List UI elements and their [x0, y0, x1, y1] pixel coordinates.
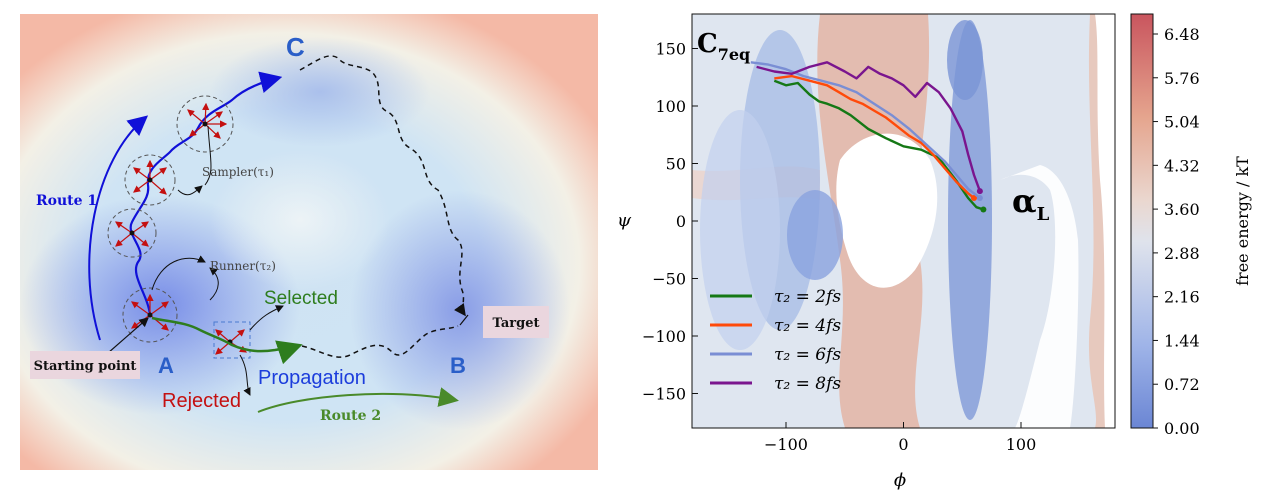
x-tick-label-2: 100	[1006, 435, 1037, 454]
dashed-path-c-to-b	[299, 55, 466, 317]
selected-label: Selected	[264, 288, 338, 309]
legend-label-2: τ₂ = 4fs	[774, 316, 841, 336]
legend-label-4: τ₂ = 8fs	[774, 374, 841, 394]
colorbar-tick-label-2: 1.44	[1164, 331, 1200, 350]
colorbar-label: free energy / kT	[1233, 156, 1252, 286]
sampler-circle-2	[124, 154, 176, 206]
runner-callout-2	[209, 267, 219, 301]
c7eq-annotation: C7eq	[697, 29, 750, 64]
c7eq-annotation-text: C	[697, 29, 718, 59]
x-tick-label-1: 0	[898, 435, 908, 454]
colorbar-tick-label-7: 5.04	[1164, 113, 1200, 132]
y-tick-label-0: −150	[642, 385, 686, 404]
selected-callout	[249, 305, 284, 331]
colorbar-tick-label-3: 2.16	[1164, 288, 1200, 307]
runner-callout	[151, 255, 206, 291]
barrier-hill	[210, 150, 390, 290]
state-c-label: C	[286, 32, 305, 62]
target-box	[483, 306, 549, 338]
route1-label: Route 1	[36, 193, 97, 209]
sampler-square	[213, 321, 251, 359]
trajectory-end-point-3	[976, 195, 983, 201]
trajectory-series-2	[774, 74, 975, 199]
runner-label: Runner(τ₂)	[210, 259, 276, 273]
colorbar	[1130, 13, 1154, 429]
basin-c	[210, 37, 430, 147]
sampler-callout-arrow	[177, 185, 203, 196]
legend-label-3: τ₂ = 6fs	[774, 345, 841, 365]
alpha-l-annotation: αL	[1012, 182, 1050, 225]
alpha-l-annotation-text: α	[1012, 182, 1037, 220]
target-arrow	[459, 314, 469, 326]
y-tick-label-2: −50	[652, 270, 686, 289]
y-tick-label-3: 0	[676, 212, 686, 231]
starting-point-label: Starting point	[34, 359, 137, 374]
trajectory-series-4	[756, 61, 982, 192]
propagation-label: Propagation	[258, 367, 366, 389]
colorbar-tick-label-9: 6.48	[1164, 25, 1200, 44]
colorbar-tick-label-0: 0.00	[1164, 419, 1200, 438]
x-tick-label-0: −100	[764, 435, 808, 454]
trajectory-end-point-1	[980, 206, 987, 213]
sampler-circle-1	[176, 95, 234, 153]
state-a-label: A	[158, 353, 174, 378]
selected-propagation-arrow	[151, 316, 303, 365]
trajectory-series-3	[750, 61, 981, 199]
sampler-label: Sampler(τ₁)	[202, 165, 274, 179]
y-axis-label: ψ	[617, 210, 632, 231]
colorbar-tick-label-6: 4.32	[1164, 156, 1200, 175]
trajectory-end-point-4	[976, 188, 983, 195]
y-tick-label-6: 150	[655, 40, 686, 59]
sampling-trajectory	[129, 71, 283, 316]
starting-point-box	[30, 351, 140, 379]
chart-legend: τ₂ = 2fs τ₂ = 4fs τ₂ = 6fs τ₂ = 8fs	[710, 287, 841, 394]
colorbar-tick-label-8: 5.76	[1164, 69, 1200, 88]
sampler-callout	[204, 125, 212, 186]
alpha-l-annotation-sub: L	[1037, 204, 1050, 225]
colorbar-tick-label-5: 3.60	[1164, 200, 1200, 219]
route1-arrow	[88, 115, 149, 341]
route2-label: Route 2	[320, 408, 381, 424]
colorbar-tick-label-4: 2.88	[1164, 244, 1200, 263]
dashed-path-to-b	[301, 325, 459, 358]
state-b-label: B	[450, 353, 466, 378]
c7eq-annotation-sub: 7eq	[718, 45, 751, 64]
x-axis-label: ϕ	[894, 470, 906, 491]
sampler-circle-3	[107, 208, 157, 258]
enhanced-sampling-diagram: Route 1 C	[20, 14, 598, 470]
rejected-callout	[239, 354, 251, 396]
colorbar-tick-label-1: 0.72	[1164, 375, 1200, 394]
route2-arrow	[257, 387, 459, 413]
target-label: Target	[492, 316, 539, 331]
y-tick-label-5: 100	[655, 97, 686, 116]
rejected-label: Rejected	[162, 390, 241, 412]
trajectory-end-point-2	[971, 195, 977, 201]
y-tick-label-4: 50	[666, 155, 686, 174]
heatmap-area	[692, 14, 1115, 428]
y-tick-label-1: −100	[642, 327, 686, 346]
legend-label-1: τ₂ = 2fs	[774, 287, 841, 307]
sampler-circle-4	[122, 287, 178, 343]
